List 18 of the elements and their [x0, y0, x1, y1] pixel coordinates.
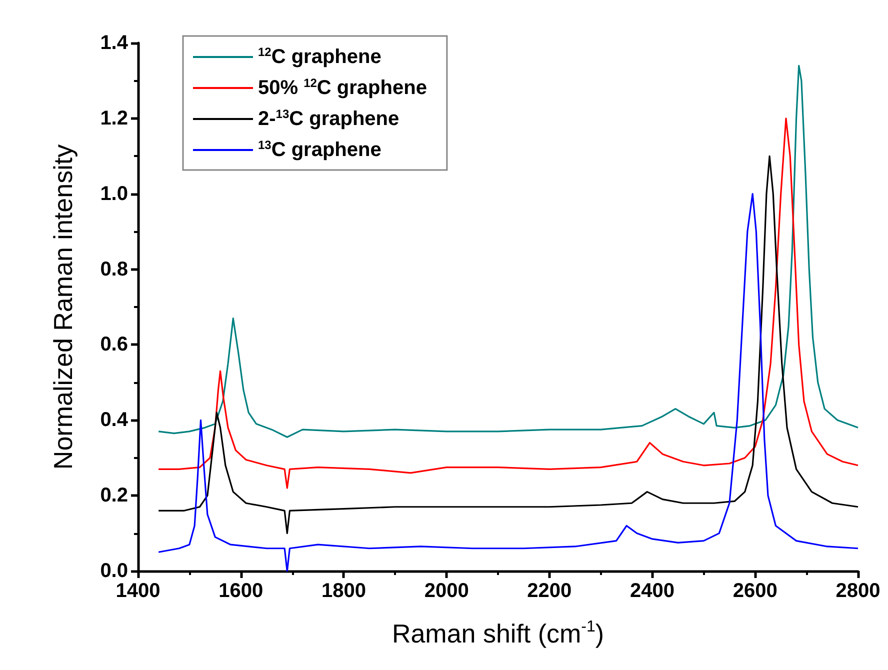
x-tick-label: 1400	[116, 580, 160, 602]
x-tick-label: 2000	[424, 580, 469, 602]
x-tick-label: 2400	[630, 580, 675, 602]
y-tick-label: 0.8	[100, 258, 128, 280]
x-tick-label: 2800	[836, 580, 880, 602]
y-tick-label: 1.0	[100, 182, 128, 205]
y-tick-label: 0.0	[100, 560, 128, 582]
y-axis-title: Normalized Raman intensity	[48, 144, 78, 470]
y-tick-label: 1.2	[100, 107, 128, 130]
y-tick-label: 1.4	[100, 32, 129, 54]
x-tick-label: 2200	[527, 580, 572, 602]
y-tick-label: 0.2	[100, 484, 128, 507]
y-tick-label: 0.6	[100, 334, 128, 356]
x-tick-label: 2600	[732, 580, 778, 602]
x-tick-label: 1600	[218, 580, 264, 602]
x-tick-label: 1800	[321, 580, 366, 602]
y-tick-label: 0.4	[100, 409, 129, 432]
line-series	[158, 193, 859, 572]
